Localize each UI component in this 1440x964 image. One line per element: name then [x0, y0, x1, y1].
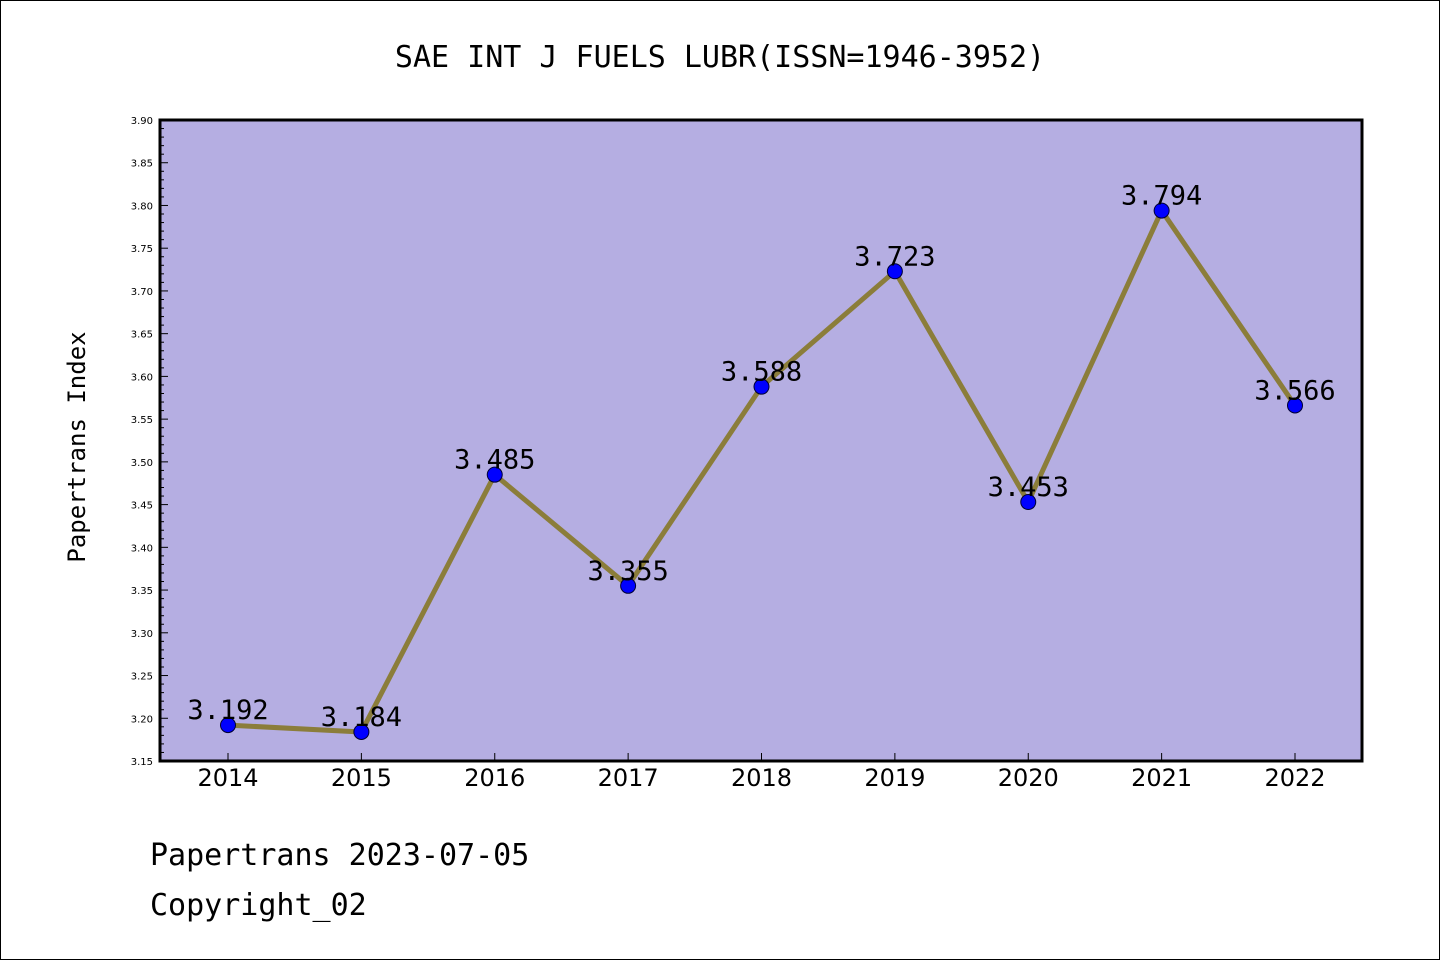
data-label: 3.453: [988, 472, 1069, 503]
data-label: 3.184: [321, 702, 402, 733]
data-point: [886, 263, 903, 280]
y-tick-label: 3.65: [131, 330, 153, 341]
y-tick-label: 3.60: [131, 372, 153, 383]
y-axis-label: Papertrans Index: [63, 331, 91, 562]
y-tick-label: 3.80: [131, 201, 153, 212]
x-tick-label: 2015: [331, 764, 392, 792]
y-tick-label: 3.15: [131, 757, 153, 768]
data-point: [753, 378, 770, 395]
data-label: 3.485: [454, 445, 535, 476]
y-tick-label: 3.85: [131, 159, 153, 170]
y-tick-label: 3.30: [131, 629, 153, 640]
data-label: 3.355: [587, 556, 668, 587]
y-tick-label: 3.55: [131, 415, 153, 426]
y-tick-label: 3.40: [131, 543, 153, 554]
x-tick-label: 2019: [864, 764, 925, 792]
x-tick-label: 2018: [731, 764, 792, 792]
y-tick-label: 3.90: [131, 116, 153, 127]
data-label: 3.588: [721, 357, 802, 388]
data-point: [1153, 202, 1170, 219]
data-label: 3.566: [1254, 375, 1335, 406]
data-label: 3.794: [1121, 181, 1202, 212]
chart-title: SAE INT J FUELS LUBR(ISSN=1946-3952): [395, 40, 1045, 75]
x-tick-label: 2021: [1131, 764, 1192, 792]
footer-date: Papertrans 2023-07-05: [150, 838, 529, 873]
y-axis: 3.15 3.20 3.25 3.30 3.35 3.40 3.45 3.50 3.55 3.60…: [131, 116, 168, 768]
data-markers: [220, 202, 1303, 740]
data-label: 3.723: [854, 241, 935, 272]
data-point: [486, 466, 503, 483]
data-labels: 3.192 3.184 3.485 3.355 3.588 3.723 3.453 3.794…: [187, 181, 1335, 733]
y-tick-label: 3.45: [131, 501, 153, 512]
data-label: 3.192: [187, 695, 268, 726]
y-tick-label: 3.20: [131, 714, 153, 725]
data-point: [220, 717, 236, 734]
x-tick-label: 2014: [197, 764, 258, 792]
data-point: [353, 723, 370, 740]
x-tick-label: 2020: [998, 764, 1059, 792]
y-tick-label: 3.25: [131, 672, 153, 683]
y-tick-label: 3.50: [131, 458, 153, 469]
data-point: [1020, 494, 1037, 511]
y-tick-label: 3.75: [131, 244, 153, 255]
y-tick-label: 3.35: [131, 586, 153, 597]
x-tick-label: 2017: [598, 764, 659, 792]
plot-area: [158, 118, 1364, 763]
x-axis: 2014 2015 2016 2017 2018 2019 2020 2021 2022: [197, 753, 1326, 792]
data-point: [620, 577, 637, 594]
x-tick-label: 2022: [1264, 764, 1325, 792]
footer-copyright: Copyright_02: [150, 888, 367, 923]
x-tick-label: 2016: [464, 764, 525, 792]
data-point: [1287, 397, 1303, 414]
y-tick-label: 3.70: [131, 287, 153, 298]
